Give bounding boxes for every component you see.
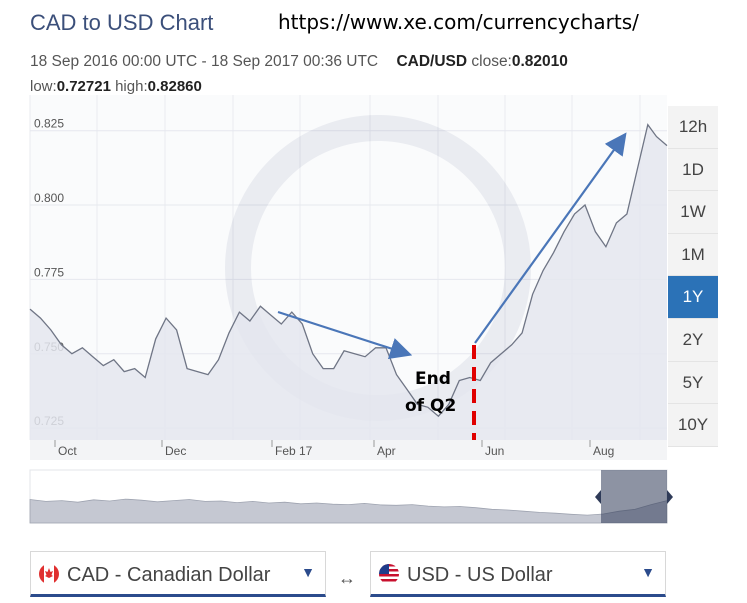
range-button-5y[interactable]: 5Y [668, 361, 718, 405]
series-area [30, 124, 667, 440]
close-label: close: [471, 53, 512, 70]
to-currency-select[interactable]: USD - US Dollar ▼ [370, 551, 666, 597]
canada-flag-icon [39, 564, 59, 584]
range-button-1d[interactable]: 1D [668, 148, 718, 192]
uptrend-arrow [474, 132, 627, 344]
high-value: 0.82860 [147, 78, 202, 95]
range-button-2y[interactable]: 2Y [668, 318, 718, 362]
low-label: low: [30, 78, 57, 95]
to-currency-label: USD - US Dollar [407, 564, 553, 586]
chevron-down-icon: ▼ [301, 564, 315, 580]
low-value: 0.72721 [56, 78, 111, 95]
navigator-right-handle [667, 490, 673, 504]
downtrend-arrow [277, 310, 413, 360]
range-button-1m[interactable]: 1M [668, 233, 718, 277]
range-button-1w[interactable]: 1W [668, 191, 718, 234]
from-currency-select[interactable]: CAD - Canadian Dollar ▼ [30, 551, 326, 597]
date-range: 18 Sep 2016 00:00 UTC - 18 Sep 2017 00:3… [30, 53, 379, 70]
x-axis-band [30, 440, 667, 460]
annotation-q2: of Q2 [405, 396, 456, 416]
y-tick-label: 0.825 [34, 117, 64, 131]
y-tick-label: 0.775 [34, 265, 64, 279]
range-button-10y[interactable]: 10Y [668, 404, 718, 447]
x-tick-label: Jun [485, 444, 504, 458]
from-currency-label: CAD - Canadian Dollar [67, 564, 271, 586]
high-label: high: [115, 78, 148, 95]
navigator-area [29, 498, 668, 524]
close-value: 0.82010 [511, 53, 568, 70]
chart-meta-line: 18 Sep 2016 00:00 UTC - 18 Sep 2017 00:3… [30, 53, 568, 71]
range-button-12h[interactable]: 12h [668, 106, 718, 149]
x-tick-label: Apr [377, 444, 396, 458]
navigator-left-handle [595, 490, 601, 504]
annotation-end: End [415, 369, 451, 389]
x-tick-label: Feb 17 [275, 444, 313, 458]
currency-pair: CAD/USD [396, 53, 468, 70]
low-high-line: low:0.72721 high:0.82860 [30, 78, 202, 95]
range-selector: 12h 1D 1W 1M 1Y 2Y 5Y 10Y [668, 106, 718, 447]
chevron-down-icon: ▼ [641, 564, 655, 580]
series-line [29, 123, 668, 418]
usa-flag-icon [379, 564, 399, 584]
chart-title: CAD to USD Chart [30, 10, 214, 35]
swap-currencies-icon[interactable]: ↔ [338, 568, 356, 588]
x-tick-label: Dec [165, 444, 186, 458]
x-tick-label: Oct [58, 444, 77, 458]
navigator-selection-window [601, 470, 667, 523]
y-tick-label: 0.800 [34, 191, 64, 205]
range-button-1y[interactable]: 1Y [668, 276, 718, 319]
x-tick-label: Aug [593, 444, 614, 458]
source-url: https://www.xe.com/currencycharts/ [278, 10, 639, 34]
